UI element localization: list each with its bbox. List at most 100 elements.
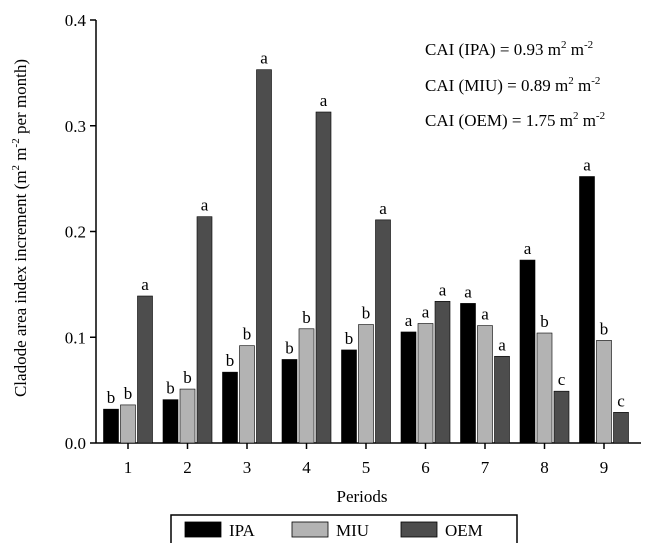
bar-letter-miu: a [481,305,489,324]
legend-label-miu: MIU [336,521,369,540]
bar-letter-oem: a [379,199,387,218]
bar-letter-ipa: a [524,239,532,258]
y-tick-label: 0.3 [65,117,86,136]
cai-annotation-part: CAI (IPA) = 0.93 m [425,40,561,59]
bar-letter-ipa: a [405,311,413,330]
x-tick-label: 4 [302,458,311,477]
bar-letter-ipa: b [285,338,294,357]
bar-letter-ipa: b [107,388,116,407]
bar-oem [434,300,451,444]
bar-ipa [222,371,238,444]
y-axis-title-exp2: -2 [10,138,22,147]
bars [103,69,629,444]
bar-letter-oem: a [201,196,209,215]
bar-oem [196,216,213,444]
y-axis-title: Cladode area index increment (m2 m-2 per… [10,59,30,397]
bar-ipa [400,331,417,444]
bar-miu [536,332,553,444]
bar-ipa [579,176,595,444]
legend-label-oem: OEM [445,521,483,540]
x-tick-label: 9 [600,458,609,477]
bar-letter-oem: a [320,91,328,110]
legend-swatch-miu [291,521,329,538]
x-axis-title: Periods [337,487,388,506]
bar-letter-oem: c [558,370,566,389]
bar-letter-ipa: a [464,282,472,301]
y-axis-title-part1: Cladode area index increment (m [11,170,30,397]
bar-ipa [460,303,476,444]
bar-letter-oem: a [141,275,149,294]
bar-letter-oem: a [498,335,506,354]
bar-letter-ipa: a [583,156,591,175]
y-tick-label: 0.2 [65,223,86,242]
bar-miu [358,324,374,444]
bar-letter-miu: a [422,303,430,322]
bar-oem [137,295,153,444]
cai-annotation-part: 2 [573,110,579,122]
cai-annotation-part: 2 [568,75,574,87]
bar-oem [256,69,272,444]
cai-annotation-part: m [578,111,595,130]
bar-letter-miu: b [540,312,549,331]
legend-swatch-ipa [184,521,222,538]
cai-annotation-part: m [567,40,584,59]
bar-miu [239,345,255,444]
bar-miu [417,323,434,444]
bar-letter-miu: b [243,325,252,344]
y-tick-label: 0.4 [65,11,87,30]
bar-letter-oem: a [260,49,268,68]
x-tick-label: 5 [362,458,371,477]
legend: IPA MIU OEM [170,514,518,543]
x-tick-label: 2 [183,458,192,477]
bar-oem [315,111,332,444]
bar-ipa [519,259,536,444]
legend-swatch-oem [400,521,438,538]
bar-letter-miu: b [302,308,311,327]
bar-ipa [103,408,119,444]
bar-ipa [162,399,179,444]
bar-miu [179,388,196,444]
bar-miu [596,340,612,444]
bar-miu [477,325,493,444]
cai-annotation-part: m [574,76,591,95]
bar-letter-miu: b [183,368,192,387]
x-tick-label: 7 [481,458,490,477]
bar-letter-miu: b [600,319,609,338]
bar-letter-ipa: b [345,329,354,348]
bar-oem [494,355,510,444]
cai-annotation: CAI (OEM) = 1.75 m2 m-2 [425,110,605,130]
cai-annotation: CAI (IPA) = 0.93 m2 m-2 [425,39,593,59]
x-tick-label: 6 [421,458,430,477]
x-tick-label: 8 [540,458,549,477]
cai-annotation-part: CAI (OEM) = 1.75 m [425,111,573,130]
cai-annotation-part: -2 [591,75,600,87]
legend-label-ipa: IPA [229,521,256,540]
y-axis-title-part2: m [11,147,30,164]
bar-letter-miu: b [124,384,133,403]
cai-annotation-part: -2 [596,110,605,122]
bar-ipa [281,359,298,444]
bar-oem [553,390,570,444]
cai-annotation-part: CAI (MIU) = 0.89 m [425,76,568,95]
bar-letter-ipa: b [226,351,235,370]
x-tick-label: 3 [243,458,252,477]
y-axis-title-exp1: 2 [10,165,22,171]
cai-annotation-part: -2 [584,39,593,51]
bar-oem [613,412,629,444]
bar-letter-oem: c [617,391,625,410]
y-axis-title-part3: per month) [11,59,30,138]
bar-letter-miu: b [362,304,371,323]
bar-oem [375,219,391,444]
legend-box [170,514,518,543]
bar-miu [298,328,315,444]
x-tick-label: 1 [124,458,133,477]
bar-ipa [341,349,357,444]
y-tick-label: 0.1 [65,328,86,347]
cai-annotation: CAI (MIU) = 0.89 m2 m-2 [425,75,600,95]
bar-letter-ipa: b [166,379,175,398]
bar-letter-oem: a [439,280,447,299]
y-tick-label: 0.0 [65,434,86,453]
